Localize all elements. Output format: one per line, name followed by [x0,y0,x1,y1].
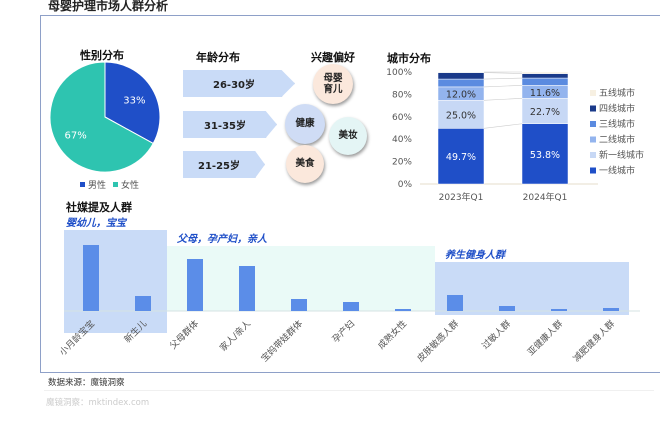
legend-label: 四线城市 [599,103,635,115]
stacked-bar-segment [521,73,569,79]
connector-line [483,123,523,129]
bar-小月龄宝宝 [83,245,99,311]
y-tick-label: 80% [392,90,412,100]
bar-家人/亲人 [239,266,255,311]
city-title: 城市分布 [387,52,431,65]
y-tick-label: 0% [398,180,413,190]
legend-swatch [590,136,596,143]
segment-label: 11.6% [530,88,560,99]
segment-label: 53.8% [530,150,560,161]
connector-line [483,77,523,80]
city-stacked-chart: 0% 20% 40% 60% 80% 100% 49.7% 25.0% 12.0% 2023年Q1… [386,68,644,203]
age-item: 21-25岁 [183,151,265,178]
x-tick-label: 亚健康人群 [525,318,565,358]
x-tick-label: 孕产妇 [330,318,358,346]
panel-frame [40,15,660,373]
interest-label: 美妆 [338,130,358,142]
pie-slice-男性 [104,61,161,145]
legend-label: 女性 [121,179,139,191]
bar-成熟女性 [395,309,411,311]
legend-label: 新一线城市 [599,149,644,161]
legend-label: 五线城市 [599,87,635,99]
stacked-bar-segment [437,78,485,88]
stacked-bar-segment [437,72,485,80]
age-title: 年龄分布 [196,51,240,64]
pie-label: 33% [123,96,145,107]
legend-swatch [113,182,118,187]
pie-slice-女性 [49,61,154,173]
legend-label: 男性 [88,179,106,191]
segment-label: 12.0% [446,90,476,101]
group-label: 父母，孕产妇，亲人 [176,233,268,245]
interest-label: 母婴育儿 [323,72,343,95]
legend-swatch [80,182,85,187]
segment-label: 25.0% [446,110,476,121]
divider [44,390,654,391]
bar-皮肤敏感人群 [447,295,463,311]
stacked-bar-segment [521,71,569,74]
bar-新生儿 [135,296,151,311]
legend-swatch [590,167,596,174]
segment-label: 22.7% [530,107,560,118]
stacked-bar-segment [437,71,485,73]
bar-孕产妇 [343,302,359,311]
interest-label: 健康 [295,118,315,130]
pie-label: 67% [65,130,87,141]
page-title: 母婴护理市场人群分析 [48,0,169,13]
age-item: 26-30岁 [183,70,295,97]
legend-label: 三线城市 [599,118,635,130]
interest-bubble: 美妆 [329,117,367,155]
y-tick-label: 100% [386,68,412,78]
legend-swatch [590,90,596,96]
x-tick-label: 过敏人群 [479,318,513,352]
interest-bubble: 母婴育儿 [313,64,353,104]
gender-pie: 33% 67% 男性 女性 [49,61,161,191]
legend-label: 一线城市 [599,165,635,177]
age-item: 31-35岁 [183,111,277,138]
group-label: 养生健身人群 [445,249,507,261]
x-tick-label: 宝妈带娃群体 [258,318,305,365]
y-tick-label: 40% [392,135,412,145]
legend-swatch [590,105,596,112]
interest-bubble: 健康 [285,104,325,144]
group-band [435,262,629,315]
interest-label: 美食 [295,158,315,170]
group-label: 婴幼儿，宝宝 [66,217,128,229]
x-tick-label: 父母群体 [167,318,201,352]
x-tick-label: 皮肤敏感人群 [414,318,461,365]
connector-line [483,85,523,88]
x-tick-label: 家人/亲人 [217,318,253,354]
y-tick-label: 20% [392,158,412,168]
bar-减肥健身人群 [603,308,619,311]
segment-label: 49.7% [446,152,476,163]
connector-line [483,72,523,74]
legend-label: 二线城市 [599,134,635,146]
stacked-bar-segment [437,128,485,185]
data-source: 数据来源：魔镜洞察 [48,378,125,388]
bar-父母群体 [187,259,203,311]
bar-过敏人群 [499,306,515,311]
social-title: 社媒提及人群 [66,201,132,214]
x-tick-label: 成熟女性 [375,318,409,352]
bar-亚健康人群 [551,309,567,311]
x-tick-label: 2024年Q1 [523,191,568,203]
connector-line [483,98,523,101]
stacked-bar-segment [521,98,569,124]
stacked-bar-segment [521,123,569,185]
interest-bubble: 美食 [286,145,324,183]
interest-title: 兴趣偏好 [311,51,355,64]
legend-swatch [590,152,596,158]
gender-title: 性别分布 [80,49,124,62]
group-band [64,230,167,333]
legend-swatch [590,121,596,127]
x-tick-label: 2023年Q1 [439,191,484,203]
x-tick-label: 减肥健身人群 [570,318,617,365]
y-tick-label: 60% [392,113,412,123]
stacked-bar-segment [521,77,569,86]
stacked-bar-segment [437,100,485,129]
bar-宝妈带娃群体 [291,299,307,311]
watermark: 魔镜洞察：mktindex.com [46,398,150,408]
